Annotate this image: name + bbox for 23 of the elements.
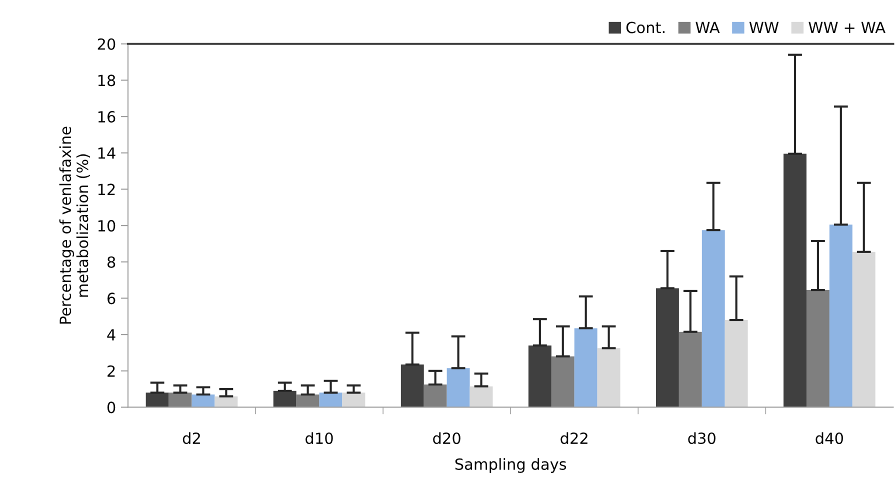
y-tick-label: 10 xyxy=(98,220,116,232)
x-tick-label: d10 xyxy=(306,432,333,444)
legend-label: Cont. xyxy=(626,22,664,34)
y-tick-label: 12 xyxy=(98,184,115,196)
y-tick-label: 14 xyxy=(98,148,116,159)
y-tick-label: 2 xyxy=(108,365,115,377)
y-tick-label: 16 xyxy=(98,111,116,123)
y-axis-title: Percentage of venlafaxine metabolization (%) xyxy=(59,126,90,324)
x-tick-label: d20 xyxy=(433,432,460,444)
x-tick-label: d30 xyxy=(688,432,716,444)
x-tick-label: d22 xyxy=(560,432,588,444)
y-tick-label: 0 xyxy=(107,402,116,414)
legend-label: WW + WA xyxy=(808,22,886,34)
y-tick-label: 18 xyxy=(98,74,116,86)
y-tick-label: 6 xyxy=(108,292,116,304)
legend-label: WA xyxy=(696,22,720,34)
x-tick-label: d40 xyxy=(816,432,843,444)
legend-label: WW xyxy=(749,22,779,34)
y-tick-label: 8 xyxy=(107,256,116,268)
x-axis-title: Sampling days xyxy=(455,458,566,473)
x-tick-label: d2 xyxy=(182,432,200,444)
y-tick-label: 20 xyxy=(98,38,116,50)
y-tick-label: 4 xyxy=(107,329,116,340)
